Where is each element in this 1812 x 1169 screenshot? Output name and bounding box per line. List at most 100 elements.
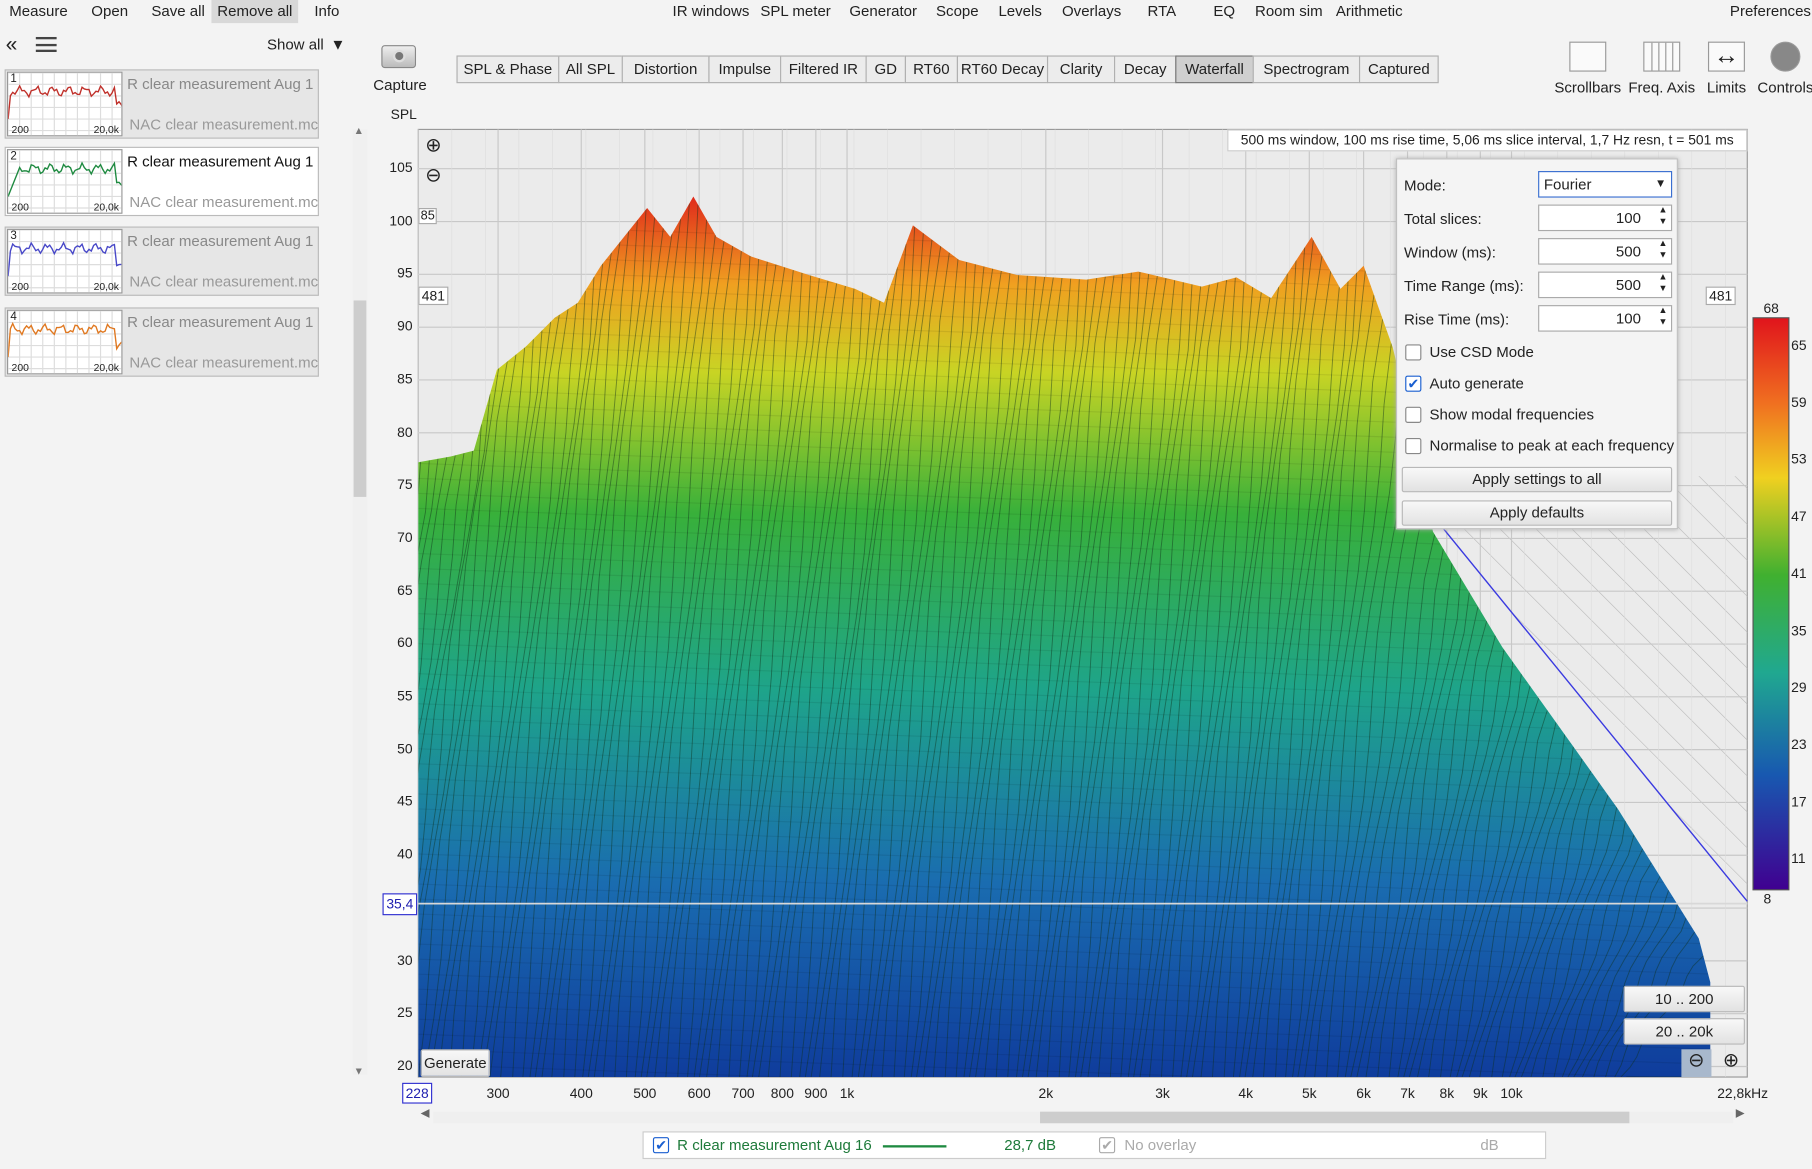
colorbar-label: 41	[1791, 565, 1807, 582]
capture-icon[interactable]	[381, 45, 417, 69]
ridge	[944, 275, 1028, 1078]
legend-name: R clear measurement Aug 16	[677, 1135, 872, 1154]
measurement-item[interactable]: 3 200 20,0k R clear measurement Aug 1 NAC cl…	[4, 226, 319, 296]
scroll-down[interactable]: ▼	[353, 1065, 364, 1078]
graph-tab[interactable]: GD	[865, 55, 906, 84]
zoom-in-x[interactable]: ⊕	[1722, 1049, 1740, 1072]
ridge	[1275, 272, 1358, 1078]
mode-select[interactable]: Fourier ▼	[1538, 171, 1673, 198]
graph-tab[interactable]: Spectrogram	[1252, 55, 1361, 84]
capture-label[interactable]: Capture	[373, 76, 427, 94]
top-tab[interactable]: Scope	[936, 2, 979, 20]
spinner[interactable]: 500 ▲ ▼	[1538, 271, 1673, 299]
toolbar-icon[interactable]	[1770, 41, 1801, 72]
ridge	[418, 450, 474, 1078]
top-tab[interactable]: Overlays	[1061, 2, 1122, 20]
range-button[interactable]: 10 .. 200	[1623, 985, 1745, 1013]
menu-item[interactable]: Save all	[151, 2, 205, 20]
collapse-icon[interactable]: «	[5, 32, 18, 56]
top-tab[interactable]: SPL meter	[760, 2, 831, 20]
measurement-item[interactable]: 4 200 20,0k R clear measurement Aug 1 NAC cl…	[4, 307, 319, 377]
scroll-up[interactable]: ▲	[353, 124, 364, 137]
toolbar-icon[interactable]	[1643, 41, 1681, 72]
graph-tab[interactable]: Captured	[1358, 55, 1439, 84]
zoom-out[interactable]: ⊖	[425, 164, 442, 187]
graph-tab[interactable]: Clarity	[1046, 55, 1116, 84]
spinner[interactable]: 100 ▲ ▼	[1538, 305, 1673, 332]
x-tick-label: 800	[770, 1085, 794, 1102]
menu-item[interactable]: Remove all	[211, 0, 299, 24]
legend-value: 28,7 dB	[1004, 1135, 1057, 1154]
scroll-right[interactable]: ▶	[1735, 1107, 1745, 1120]
ridge	[423, 361, 508, 1078]
scrollbar-thumb[interactable]	[353, 300, 367, 497]
menu-item[interactable]: Info	[314, 2, 340, 20]
checkbox-label[interactable]: Normalise to peak at each frequency	[1429, 436, 1675, 455]
graph-tab[interactable]: RT60	[904, 55, 958, 84]
measurement-item[interactable]: 2 200 20,0k R clear measurement Aug 1 NAC cl…	[4, 146, 319, 217]
top-tab[interactable]: Arithmetic	[1335, 2, 1403, 20]
ridge	[1292, 294, 1375, 1078]
h-scroll-thumb[interactable]	[1040, 1111, 1630, 1124]
top-tab[interactable]: EQ	[1213, 2, 1236, 20]
graph-tab[interactable]: RT60 Decay	[956, 55, 1049, 84]
legend-checkbox[interactable]: ✔	[652, 1137, 670, 1154]
menu-item[interactable]: Open	[91, 2, 129, 20]
panel-button[interactable]: Apply settings to all	[1401, 466, 1673, 493]
ridge	[1456, 697, 1540, 1078]
graph-tab[interactable]: Filtered IR	[780, 55, 867, 84]
graph-tab[interactable]: All SPL	[558, 55, 623, 84]
menu-icon[interactable]	[35, 36, 57, 53]
ridge	[1449, 685, 1531, 1078]
colorbar-label: 59	[1791, 394, 1807, 411]
toolbar-icon[interactable]: ↔	[1707, 41, 1745, 72]
toolbar-icon[interactable]	[1569, 41, 1607, 72]
control-label: Rise Time (ms):	[1404, 310, 1510, 329]
checkbox[interactable]	[1405, 344, 1422, 361]
top-tab[interactable]: Generator	[849, 2, 918, 20]
overlay-name: No overlay	[1124, 1135, 1197, 1154]
top-tab[interactable]: RTA	[1147, 2, 1177, 20]
ridge	[893, 264, 976, 1078]
ridge	[1461, 710, 1548, 1078]
checkbox-label[interactable]: Use CSD Mode	[1429, 343, 1534, 361]
panel-button[interactable]: Apply defaults	[1401, 500, 1673, 526]
spinner[interactable]: 500 ▲ ▼	[1538, 238, 1673, 265]
generate-button[interactable]: Generate	[420, 1049, 490, 1078]
graph-tab[interactable]: Impulse	[708, 55, 782, 84]
overlay-checkbox[interactable]: ✔	[1098, 1137, 1116, 1154]
top-tab[interactable]: Levels	[998, 2, 1042, 20]
top-tab[interactable]: Room sim	[1254, 2, 1323, 20]
measurement-item[interactable]: 1 200 20,0k R clear measurement Aug 1 NAC cl…	[4, 69, 319, 139]
toolbar-label[interactable]: Freq. Axis	[1628, 78, 1696, 96]
slice	[418, 1063, 1711, 1078]
checkbox-label[interactable]: Show modal frequencies	[1429, 405, 1594, 423]
checkbox[interactable]: ✔	[1405, 375, 1422, 392]
zoom-in[interactable]: ⊕	[425, 134, 442, 157]
checkbox-label[interactable]: Auto generate	[1429, 374, 1524, 392]
checkbox[interactable]	[1405, 406, 1422, 423]
zoom-out-x[interactable]: ⊖	[1681, 1049, 1712, 1078]
menu-item[interactable]: Measure	[9, 2, 68, 20]
graph-tab[interactable]: Decay	[1113, 55, 1177, 84]
graph-tab[interactable]: SPL & Phase	[456, 55, 560, 84]
ridge	[1074, 276, 1158, 1078]
toolbar-label[interactable]: Controls	[1757, 78, 1812, 96]
toolbar-label[interactable]: Limits	[1706, 78, 1747, 96]
range-button[interactable]: 20 .. 20k	[1623, 1018, 1745, 1045]
show-all[interactable]: Show all ▼	[263, 34, 346, 57]
ridge	[1491, 746, 1574, 1078]
controls-panel: Mode: Fourier ▼ Total slices: 100 ▲ ▼ Window (m…	[1395, 158, 1678, 530]
preferences[interactable]: Preferences	[1729, 2, 1811, 20]
graph-tab[interactable]: Distortion	[621, 55, 710, 84]
ridge	[1252, 286, 1340, 1078]
thumbnail-graph	[8, 229, 122, 293]
scroll-left[interactable]: ◀	[420, 1107, 430, 1120]
top-tab[interactable]: IR windows	[672, 2, 750, 20]
thumb-axis-end: 20,0k	[93, 280, 120, 293]
toolbar-label[interactable]: Scrollbars	[1554, 78, 1622, 96]
spinner[interactable]: 100 ▲ ▼	[1538, 204, 1673, 232]
ridge	[541, 231, 630, 1078]
checkbox[interactable]	[1405, 437, 1422, 455]
graph-tab[interactable]: Waterfall	[1175, 55, 1254, 84]
